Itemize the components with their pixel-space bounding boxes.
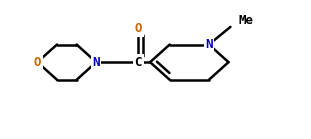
Text: Me: Me <box>238 14 253 28</box>
Text: O: O <box>135 22 142 35</box>
Text: O: O <box>34 56 41 69</box>
Text: N: N <box>92 56 100 69</box>
Text: N: N <box>205 38 213 51</box>
Text: C: C <box>135 56 142 69</box>
